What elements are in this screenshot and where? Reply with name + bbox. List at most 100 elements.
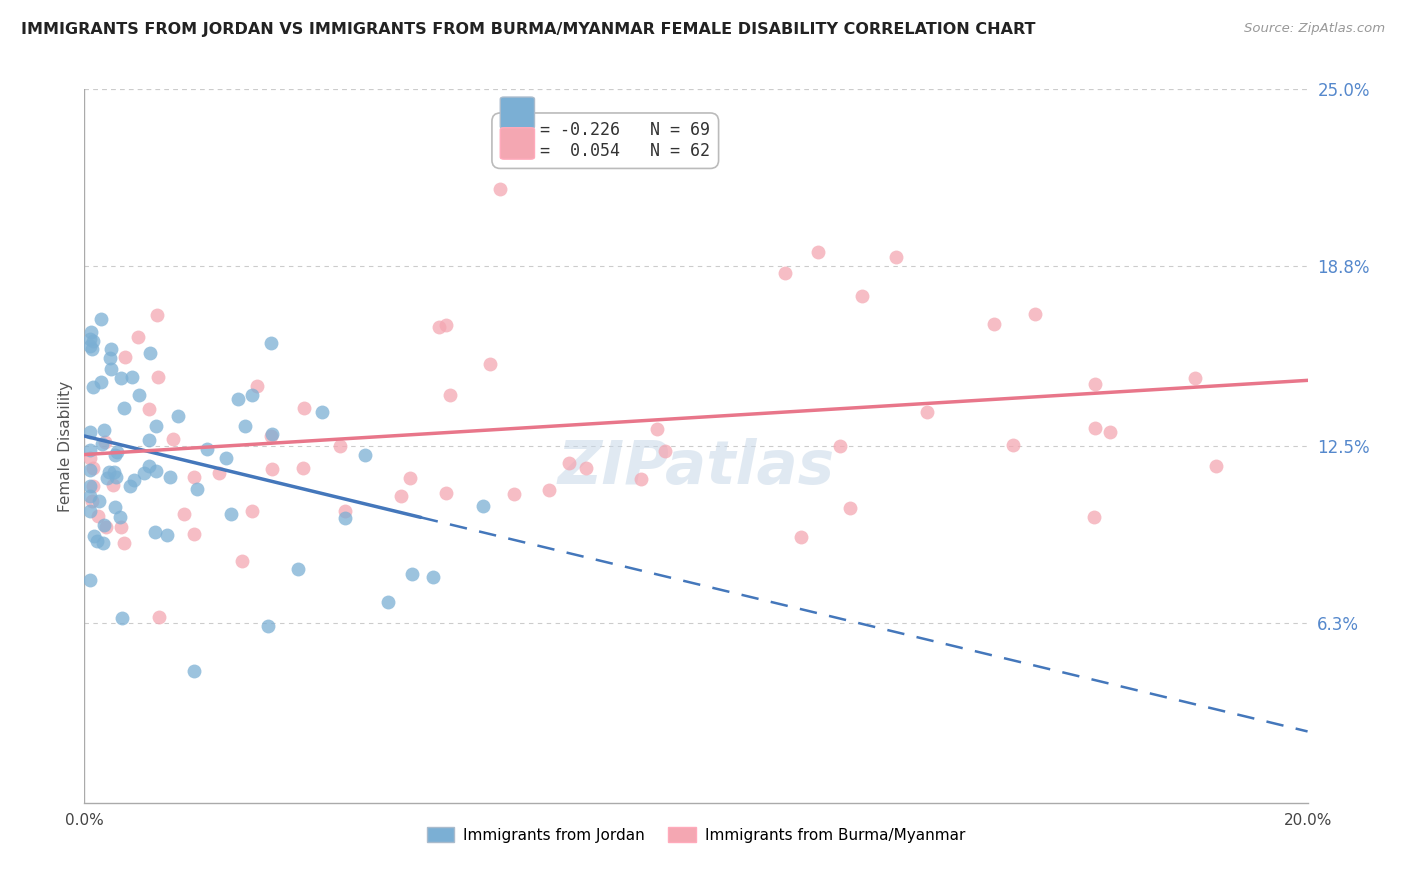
Point: [389, 489, 412, 503]
Point: [260, 336, 283, 351]
Point: [80, 326, 103, 340]
Point: [79, 450, 101, 465]
Point: [311, 404, 333, 418]
Point: [156, 528, 179, 542]
Point: [98, 351, 121, 365]
Point: [79, 479, 101, 493]
Point: [82, 479, 104, 493]
Point: [138, 433, 160, 447]
Point: [90, 311, 112, 326]
Point: [830, 439, 852, 453]
Point: [1024, 307, 1046, 321]
Point: [195, 442, 218, 456]
Legend: Immigrants from Jordan, Immigrants from Burma/Myanmar: Immigrants from Jordan, Immigrants from …: [420, 821, 972, 848]
Point: [145, 419, 167, 434]
Point: [98, 465, 121, 479]
Point: [851, 289, 873, 303]
Point: [79, 504, 101, 518]
Point: [260, 429, 283, 443]
Point: [219, 507, 242, 521]
Point: [82, 380, 104, 394]
Point: [630, 472, 652, 486]
Point: [1084, 377, 1107, 392]
Point: [82, 334, 104, 348]
Point: [93, 517, 115, 532]
Point: [167, 409, 190, 423]
Point: [91, 536, 114, 550]
Text: R = -0.226   N = 69
  R =  0.054   N = 62: R = -0.226 N = 69 R = 0.054 N = 62: [501, 121, 710, 160]
Point: [183, 665, 205, 679]
Point: [146, 370, 169, 384]
Point: [89, 494, 111, 508]
Point: [538, 483, 561, 497]
Point: [79, 332, 101, 346]
Point: [807, 244, 830, 259]
Point: [1084, 421, 1107, 435]
Point: [183, 470, 205, 484]
Point: [329, 439, 352, 453]
Point: [105, 444, 128, 458]
Point: [186, 482, 208, 496]
Point: [148, 610, 170, 624]
Point: [162, 432, 184, 446]
Point: [145, 464, 167, 478]
Text: Source: ZipAtlas.com: Source: ZipAtlas.com: [1244, 22, 1385, 36]
Point: [401, 566, 423, 581]
Point: [839, 501, 862, 516]
Point: [429, 319, 451, 334]
Point: [159, 470, 181, 484]
Point: [118, 479, 141, 493]
Point: [183, 527, 205, 541]
Point: [233, 419, 256, 434]
Point: [333, 504, 356, 518]
Point: [110, 519, 132, 533]
Point: [439, 388, 461, 402]
Point: [138, 402, 160, 417]
Point: [353, 448, 375, 462]
Point: [790, 530, 813, 544]
Point: [104, 470, 127, 484]
Point: [122, 473, 145, 487]
Text: IMMIGRANTS FROM JORDAN VS IMMIGRANTS FROM BURMA/MYANMAR FEMALE DISABILITY CORREL: IMMIGRANTS FROM JORDAN VS IMMIGRANTS FRO…: [21, 22, 1036, 37]
Point: [143, 524, 166, 539]
Point: [86, 533, 108, 548]
Point: [128, 387, 150, 401]
FancyBboxPatch shape: [501, 128, 534, 159]
Point: [100, 342, 122, 356]
Point: [422, 570, 444, 584]
Point: [132, 467, 155, 481]
Point: [775, 266, 797, 280]
Point: [434, 318, 457, 333]
Point: [1001, 438, 1024, 452]
FancyBboxPatch shape: [501, 97, 534, 128]
Point: [103, 465, 125, 479]
Point: [110, 510, 132, 524]
Point: [240, 387, 263, 401]
Point: [96, 519, 118, 533]
Point: [558, 456, 581, 470]
Point: [96, 471, 118, 485]
Point: [104, 449, 127, 463]
Point: [292, 401, 315, 416]
Point: [82, 460, 104, 475]
Point: [287, 562, 309, 576]
Point: [489, 182, 512, 196]
Point: [1098, 425, 1121, 439]
Point: [79, 573, 101, 587]
Point: [138, 459, 160, 474]
Point: [100, 361, 122, 376]
Point: [101, 477, 124, 491]
Point: [377, 595, 399, 609]
Point: [575, 460, 598, 475]
Point: [292, 460, 315, 475]
Point: [90, 375, 112, 389]
Point: [260, 427, 283, 442]
Point: [80, 494, 103, 508]
Text: ZIPatlas: ZIPatlas: [557, 438, 835, 497]
Point: [139, 345, 162, 359]
Point: [434, 485, 457, 500]
Point: [231, 554, 253, 568]
Point: [333, 511, 356, 525]
Point: [80, 342, 103, 356]
Point: [111, 610, 134, 624]
